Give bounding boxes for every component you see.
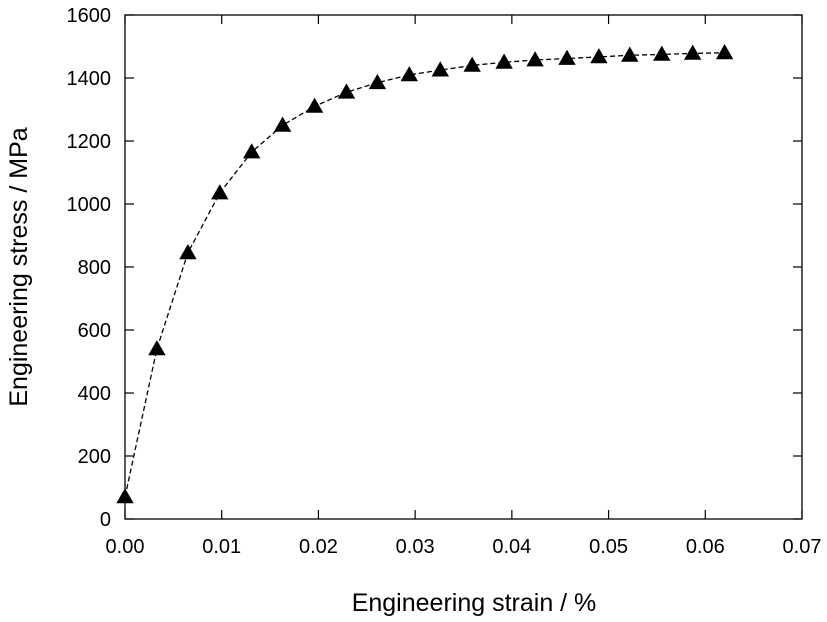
y-tick-label: 1000 xyxy=(67,194,112,216)
data-point-12 xyxy=(495,53,513,69)
y-tick-label: 600 xyxy=(78,320,111,342)
data-point-7 xyxy=(337,83,356,99)
y-tick-label: 1400 xyxy=(67,68,112,90)
y-tick-label: 800 xyxy=(78,257,111,279)
y-axis-title: Engineering stress / MPa xyxy=(5,127,33,406)
axis-ticks xyxy=(124,14,803,520)
data-point-10 xyxy=(431,61,449,77)
data-point-13 xyxy=(526,51,544,67)
data-point-17 xyxy=(653,45,671,61)
data-point-8 xyxy=(368,73,387,90)
y-tick-label: 0 xyxy=(100,509,111,531)
y-tick-label: 400 xyxy=(78,383,111,405)
x-axis-title: Engineering strain / % xyxy=(352,589,597,617)
x-tick-label: 0.00 xyxy=(106,536,145,558)
x-tick-label: 0.02 xyxy=(299,536,338,558)
data-point-16 xyxy=(621,46,639,62)
data-point-0 xyxy=(116,488,134,504)
data-point-4 xyxy=(243,143,261,159)
x-tick-label: 0.06 xyxy=(686,536,725,558)
plot-frame xyxy=(124,14,803,520)
x-tick-label: 0.05 xyxy=(589,536,628,558)
plot-area xyxy=(116,14,803,520)
data-point-6 xyxy=(305,97,324,113)
data-point-19 xyxy=(715,43,734,60)
x-tick-label: 0.04 xyxy=(492,536,531,558)
y-tick-label: 1600 xyxy=(67,5,112,27)
series-line xyxy=(124,52,725,498)
x-tick-label: 0.03 xyxy=(396,536,435,558)
y-tick-label: 1200 xyxy=(67,131,112,153)
tick-labels: 0.00 0.01 0.02 0.03 0.04 0.05 0.06 0.07 0 200 400 6… xyxy=(67,5,822,558)
data-point-2 xyxy=(179,243,197,260)
data-point-3 xyxy=(211,184,229,200)
data-point-15 xyxy=(590,48,608,64)
data-point-18 xyxy=(684,44,702,60)
y-tick-label: 200 xyxy=(78,446,111,468)
data-point-11 xyxy=(463,56,481,72)
data-point-5 xyxy=(273,116,292,132)
data-point-14 xyxy=(558,49,576,65)
x-tick-label: 0.01 xyxy=(202,536,241,558)
data-point-1 xyxy=(148,340,166,356)
x-tick-label: 0.07 xyxy=(783,536,822,558)
data-point-9 xyxy=(400,66,418,82)
